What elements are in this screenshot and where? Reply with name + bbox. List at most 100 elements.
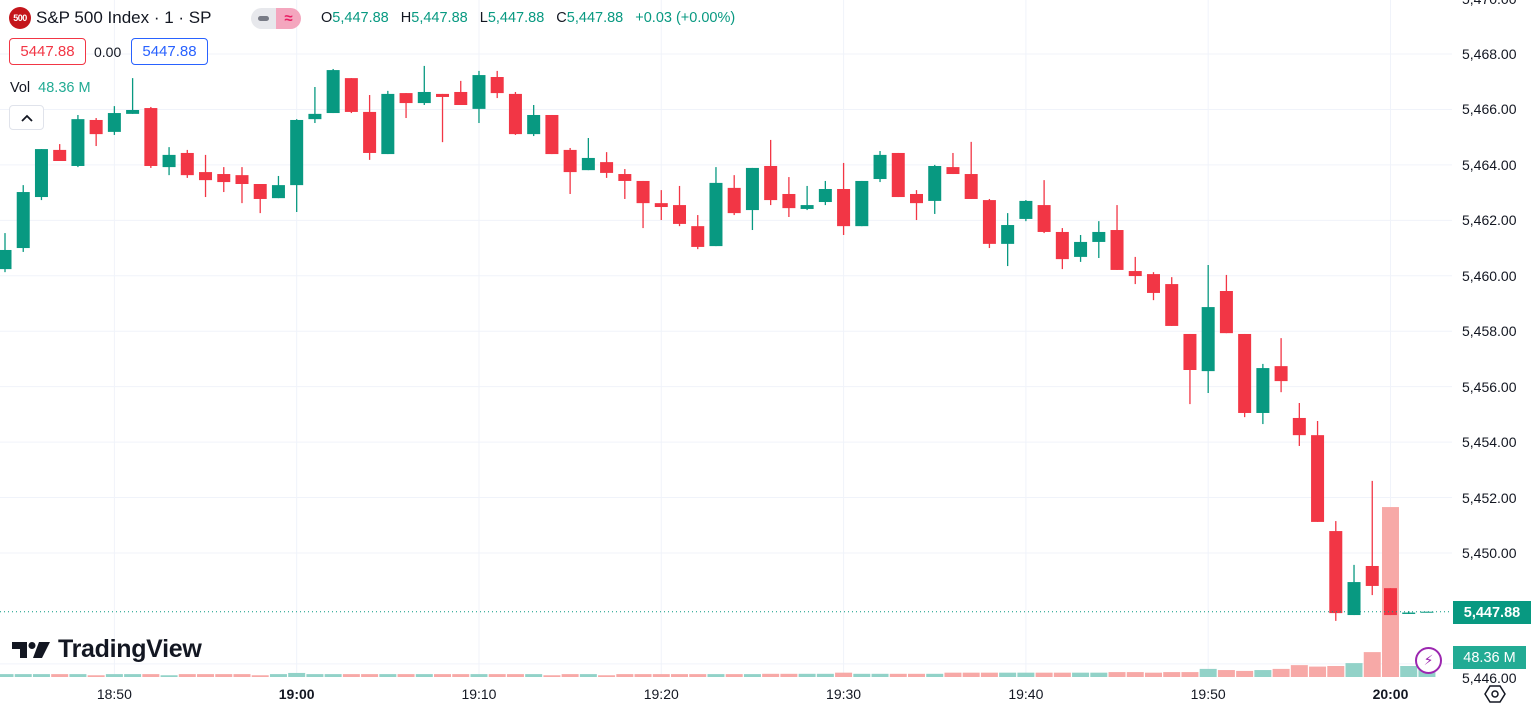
candle[interactable]: [1201, 264, 1215, 394]
candle[interactable]: [764, 139, 778, 206]
candle[interactable]: [381, 90, 395, 155]
candle[interactable]: [1347, 564, 1361, 616]
candle[interactable]: [1329, 521, 1343, 621]
high-value: 5,447.88: [411, 10, 468, 26]
candle[interactable]: [1365, 480, 1379, 596]
candle[interactable]: [782, 177, 796, 217]
candle[interactable]: [563, 147, 577, 194]
candle[interactable]: [1383, 588, 1397, 616]
candle[interactable]: [162, 147, 176, 176]
candle-body: [1092, 231, 1106, 242]
approx-icon[interactable]: ≈: [276, 8, 301, 29]
candle[interactable]: [71, 114, 85, 168]
candle[interactable]: [1055, 228, 1069, 270]
candle[interactable]: [1110, 205, 1124, 270]
collapse-legend-button[interactable]: [9, 105, 44, 130]
minus-icon[interactable]: [251, 8, 276, 29]
volume-bar: [361, 674, 379, 677]
settings-hexagon-icon[interactable]: [1484, 683, 1506, 705]
candle[interactable]: [1001, 213, 1015, 267]
candle[interactable]: [34, 149, 48, 201]
candle[interactable]: [745, 167, 759, 231]
candle[interactable]: [436, 93, 450, 143]
candle[interactable]: [107, 106, 121, 135]
volume-bar: [233, 674, 251, 677]
candle[interactable]: [673, 185, 687, 227]
candle[interactable]: [1019, 200, 1033, 222]
candle[interactable]: [1165, 277, 1179, 326]
candle[interactable]: [1146, 272, 1160, 301]
candle[interactable]: [581, 137, 595, 171]
candle[interactable]: [16, 185, 30, 252]
candle[interactable]: [855, 180, 869, 227]
candle[interactable]: [1183, 333, 1197, 405]
candle[interactable]: [89, 118, 103, 147]
candle[interactable]: [0, 233, 12, 273]
candle[interactable]: [253, 184, 267, 214]
candle[interactable]: [1238, 333, 1252, 418]
candle[interactable]: [1256, 363, 1270, 425]
candle[interactable]: [1274, 338, 1288, 393]
candle[interactable]: [199, 154, 213, 198]
candle[interactable]: [417, 65, 431, 106]
candle[interactable]: [490, 70, 504, 99]
candle[interactable]: [308, 86, 322, 124]
candle[interactable]: [1311, 421, 1325, 522]
buy-button[interactable]: 5447.88: [131, 38, 208, 65]
candle[interactable]: [1037, 180, 1051, 234]
candle[interactable]: [545, 114, 559, 155]
candle[interactable]: [727, 175, 741, 216]
candle[interactable]: [326, 68, 340, 114]
candle[interactable]: [910, 190, 923, 221]
candle-body: [527, 114, 541, 135]
tradingview-logo[interactable]: TradingView: [12, 635, 202, 664]
candle[interactable]: [982, 198, 996, 249]
candle[interactable]: [618, 169, 632, 199]
candle-body: [982, 200, 996, 244]
candle[interactable]: [344, 78, 358, 114]
candle[interactable]: [144, 106, 158, 168]
open-label: O: [321, 10, 333, 26]
candle[interactable]: [363, 95, 377, 160]
candle[interactable]: [53, 144, 67, 161]
candle[interactable]: [818, 180, 832, 206]
candle[interactable]: [600, 152, 614, 178]
candle[interactable]: [928, 164, 942, 214]
candle[interactable]: [527, 105, 541, 137]
candle[interactable]: [1092, 221, 1106, 259]
candle[interactable]: [1128, 256, 1142, 285]
chart-toggle-pill[interactable]: ≈: [251, 8, 301, 29]
candle[interactable]: [1292, 402, 1306, 446]
candle[interactable]: [691, 215, 705, 250]
candle[interactable]: [891, 152, 905, 198]
candle[interactable]: [873, 151, 887, 183]
candle[interactable]: [399, 93, 413, 119]
time-tick-label: 19:50: [1190, 686, 1226, 702]
candle[interactable]: [964, 141, 978, 199]
volume-legend: Vol 48.36 M: [10, 80, 91, 96]
low-label: L: [479, 10, 488, 26]
symbol-title[interactable]: S&P 500 Index · 1 · SP: [36, 8, 212, 27]
candle[interactable]: [800, 185, 814, 211]
sell-button[interactable]: 5447.88: [9, 38, 86, 65]
candle[interactable]: [946, 152, 960, 175]
candle[interactable]: [837, 162, 851, 236]
candle[interactable]: [235, 167, 249, 204]
candle[interactable]: [290, 119, 304, 213]
candle[interactable]: [1219, 274, 1233, 334]
candle[interactable]: [454, 80, 468, 106]
lightning-icon[interactable]: ⚡: [1415, 647, 1442, 674]
candle[interactable]: [472, 70, 486, 124]
candle[interactable]: [508, 91, 522, 135]
candle[interactable]: [654, 190, 668, 221]
candle[interactable]: [271, 175, 285, 199]
candle[interactable]: [1420, 611, 1434, 613]
candle[interactable]: [1074, 235, 1088, 262]
candle[interactable]: [636, 180, 650, 229]
candle[interactable]: [217, 167, 231, 193]
tradingview-logo-icon: [12, 641, 50, 658]
candle[interactable]: [126, 78, 140, 114]
candle[interactable]: [709, 167, 723, 247]
candle[interactable]: [180, 149, 194, 178]
